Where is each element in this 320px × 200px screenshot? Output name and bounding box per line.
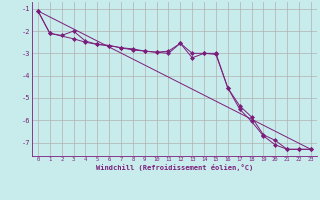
X-axis label: Windchill (Refroidissement éolien,°C): Windchill (Refroidissement éolien,°C) <box>96 164 253 171</box>
